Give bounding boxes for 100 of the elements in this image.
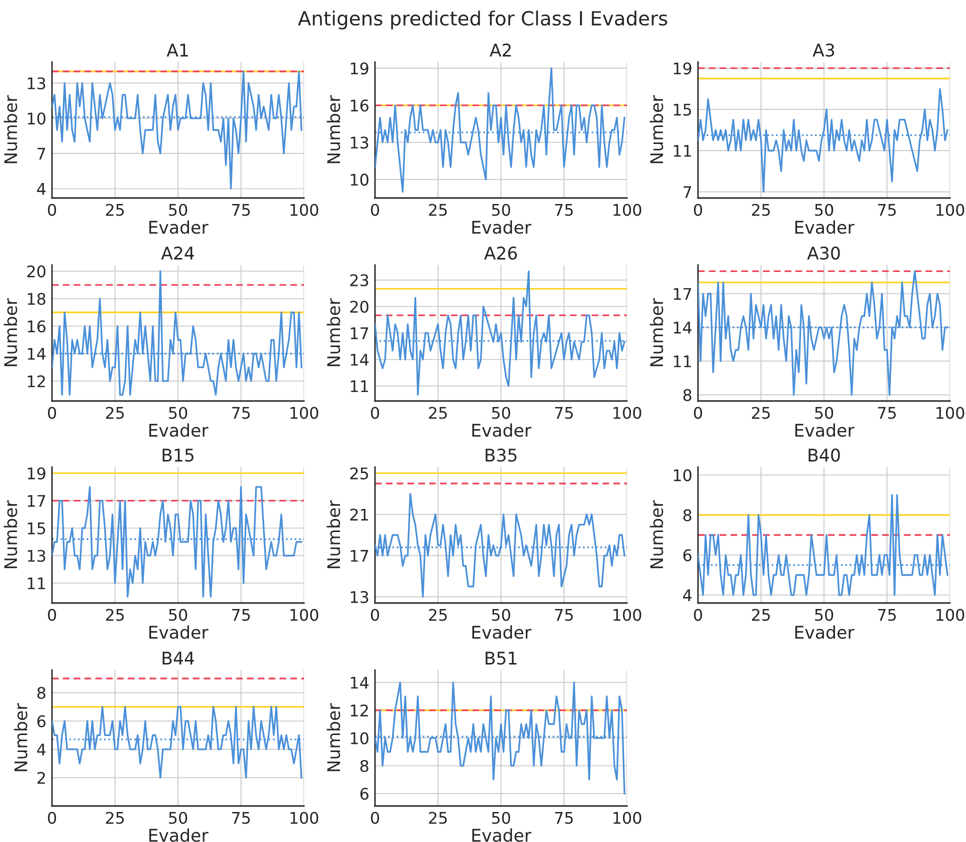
x-tick-label: 0: [48, 608, 56, 621]
line-series: [698, 88, 948, 193]
x-tick-label: 75: [232, 812, 250, 824]
line-series: [52, 706, 302, 778]
x-tick-label: 25: [106, 608, 124, 621]
y-tick-label: 14: [350, 676, 369, 689]
x-tick-label: 0: [48, 812, 56, 824]
x-tick-label: 25: [429, 608, 447, 621]
x-tick-label: 25: [752, 204, 770, 216]
y-tick-label: 15: [674, 104, 692, 116]
y-tick-label: 10: [674, 469, 692, 482]
y-tick-label: 7: [38, 148, 46, 160]
y-tick-label: 20: [27, 265, 46, 278]
y-tick-label: 13: [350, 591, 368, 604]
chart-title: B15: [162, 448, 194, 462]
x-tick-label: 50: [169, 812, 188, 824]
x-tick-label: 25: [106, 812, 124, 824]
y-tick-label: 11: [674, 145, 691, 157]
y-tick-label: 23: [350, 274, 368, 286]
y-tick-label: 19: [674, 62, 692, 74]
y-axis-title: Number: [4, 95, 18, 164]
y-tick-label: 12: [350, 704, 368, 716]
y-tick-label: 14: [674, 322, 692, 334]
x-tick-label: 75: [555, 204, 573, 216]
y-tick-label: 12: [28, 375, 45, 388]
x-tick-label: 50: [815, 406, 834, 419]
y-tick-label: 4: [37, 744, 46, 756]
line-series: [52, 270, 302, 396]
line-series: [698, 270, 948, 396]
x-tick-label: 100: [290, 812, 318, 824]
chart-title: B51: [486, 652, 516, 665]
y-axis-title: Number: [326, 500, 340, 568]
y-tick-label: 17: [350, 550, 368, 562]
y-tick-label: 13: [28, 550, 46, 562]
x-tick-label: 75: [232, 407, 250, 419]
y-tick-label: 10: [28, 112, 46, 125]
x-tick-label: 0: [694, 406, 702, 419]
y-tick-label: 21: [350, 508, 368, 520]
x-tick-label: 100: [290, 406, 318, 419]
y-tick-label: 16: [350, 99, 368, 112]
x-tick-label: 0: [48, 406, 56, 419]
y-tick-label: 17: [350, 327, 368, 340]
y-tick-label: 19: [350, 62, 368, 74]
x-tick-label: 100: [936, 204, 964, 216]
y-tick-label: 18: [28, 292, 46, 305]
x-tick-label: 25: [429, 812, 447, 824]
x-tick-label: 100: [614, 406, 642, 419]
y-tick-label: 6: [683, 549, 692, 562]
x-tick-label: 25: [429, 406, 447, 419]
x-tick-label: 75: [232, 204, 250, 216]
x-tick-label: 25: [106, 406, 124, 419]
y-tick-label: 4: [683, 589, 692, 602]
line-series: [52, 70, 302, 190]
x-axis-title: Evader: [149, 220, 208, 234]
chart-title: A24: [161, 246, 194, 260]
x-tick-label: 50: [815, 608, 834, 621]
chart-title: A1: [166, 44, 188, 56]
y-tick-label: 4: [37, 183, 46, 195]
x-tick-label: 50: [169, 608, 188, 621]
x-tick-label: 50: [492, 812, 510, 824]
x-tick-label: 75: [232, 609, 250, 621]
x-tick-label: 25: [106, 204, 124, 216]
y-tick-label: 25: [350, 467, 368, 480]
y-tick-label: 6: [360, 788, 368, 800]
y-tick-label: 2: [37, 772, 45, 784]
y-axis-title: Number: [650, 298, 664, 366]
chart-title: B40: [808, 448, 840, 462]
chart-title: A30: [807, 246, 840, 260]
x-axis-title: Evader: [472, 220, 532, 234]
y-tick-label: 8: [37, 686, 46, 699]
y-tick-label: 13: [350, 136, 368, 149]
x-axis-title: Evader: [472, 828, 532, 842]
y-tick-label: 11: [674, 356, 691, 368]
y-tick-label: 10: [350, 174, 368, 186]
y-tick-label: 8: [683, 389, 692, 402]
x-tick-label: 100: [614, 812, 642, 824]
y-axis-title: Number: [650, 95, 664, 164]
x-tick-label: 50: [169, 406, 188, 419]
y-tick-label: 8: [360, 760, 368, 772]
y-axis-title: Number: [326, 298, 340, 366]
y-tick-label: 20: [350, 300, 368, 313]
x-axis-title: Evader: [472, 625, 532, 639]
y-tick-label: 17: [28, 495, 46, 507]
line-series: [375, 67, 626, 193]
x-tick-label: 100: [936, 608, 964, 621]
line-series: [52, 486, 302, 598]
y-tick-label: 11: [350, 380, 368, 392]
x-tick-label: 0: [694, 608, 702, 621]
x-tick-label: 50: [492, 204, 510, 216]
x-tick-label: 75: [878, 407, 896, 419]
x-axis-title: Evader: [795, 220, 854, 234]
x-tick-label: 100: [290, 204, 318, 216]
x-tick-label: 50: [815, 204, 834, 216]
x-axis-title: Evader: [149, 423, 208, 437]
x-axis-title: Evader: [795, 423, 854, 437]
y-tick-label: 10: [350, 732, 368, 744]
x-axis-title: Evader: [472, 423, 532, 437]
y-tick-label: 8: [683, 509, 692, 522]
x-tick-label: 25: [752, 608, 770, 621]
y-axis-title: Number: [326, 95, 340, 164]
